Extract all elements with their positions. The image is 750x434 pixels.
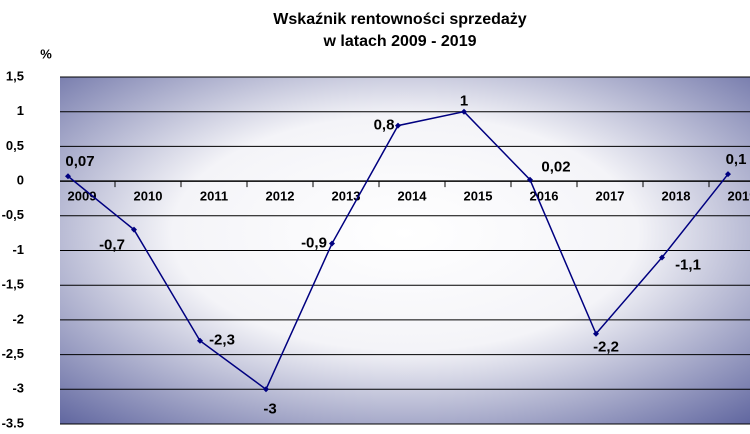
data-label: -3 — [263, 400, 276, 417]
chart-title: Wskaźnik rentowności sprzedaży — [273, 11, 527, 28]
marker — [527, 176, 533, 183]
y-tick-label: -2 — [12, 311, 24, 326]
marker — [197, 337, 203, 344]
data-label: -1,1 — [675, 256, 701, 273]
x-tick-label: 2011 — [200, 189, 228, 204]
data-label: 0,8 — [374, 117, 395, 134]
x-tick-label: 2013 — [332, 189, 361, 204]
data-label: -2,3 — [209, 332, 235, 349]
data-label: -0,9 — [301, 235, 327, 252]
marker — [395, 122, 401, 129]
marker — [659, 254, 665, 261]
y-axis-label: % — [40, 46, 52, 61]
data-label: -2,2 — [593, 339, 619, 356]
marker — [131, 226, 137, 233]
x-tick-label: 2017 — [596, 189, 625, 204]
data-label: 0,02 — [541, 159, 570, 176]
marker — [461, 108, 467, 115]
y-tick-label: -1,5 — [2, 277, 24, 292]
y-tick-label: -2,5 — [2, 346, 24, 361]
x-tick-label: 2018 — [662, 189, 691, 204]
y-tick-label: -1 — [12, 242, 24, 257]
marker — [329, 240, 335, 247]
x-tick-label: 2012 — [266, 189, 295, 204]
chart-title: w latach 2009 - 2019 — [323, 33, 477, 50]
x-tick-label: 2010 — [134, 189, 163, 204]
y-tick-label: -0,5 — [2, 207, 24, 222]
y-tick-label: 1,5 — [6, 68, 24, 83]
x-tick-label: 2009 — [68, 189, 97, 204]
y-tick-label: 0 — [17, 173, 24, 188]
x-tick-label: 2014 — [398, 189, 428, 204]
y-tick-label: 1 — [17, 103, 24, 118]
x-tick-label: 2016 — [530, 189, 559, 204]
data-label: 0,07 — [65, 153, 94, 170]
data-label: 1 — [460, 93, 468, 110]
marker — [725, 171, 731, 178]
x-tick-label: 2015 — [464, 189, 493, 204]
x-tick-label: 2019 — [728, 189, 750, 204]
data-label: 0,1 — [726, 151, 747, 168]
data-label: -0,7 — [99, 237, 125, 254]
marker — [263, 386, 269, 393]
y-tick-label: 0,5 — [6, 138, 24, 153]
marker — [65, 173, 71, 180]
marker — [593, 330, 599, 337]
y-tick-label: -3.5 — [2, 415, 24, 430]
y-tick-label: -3 — [12, 381, 24, 396]
